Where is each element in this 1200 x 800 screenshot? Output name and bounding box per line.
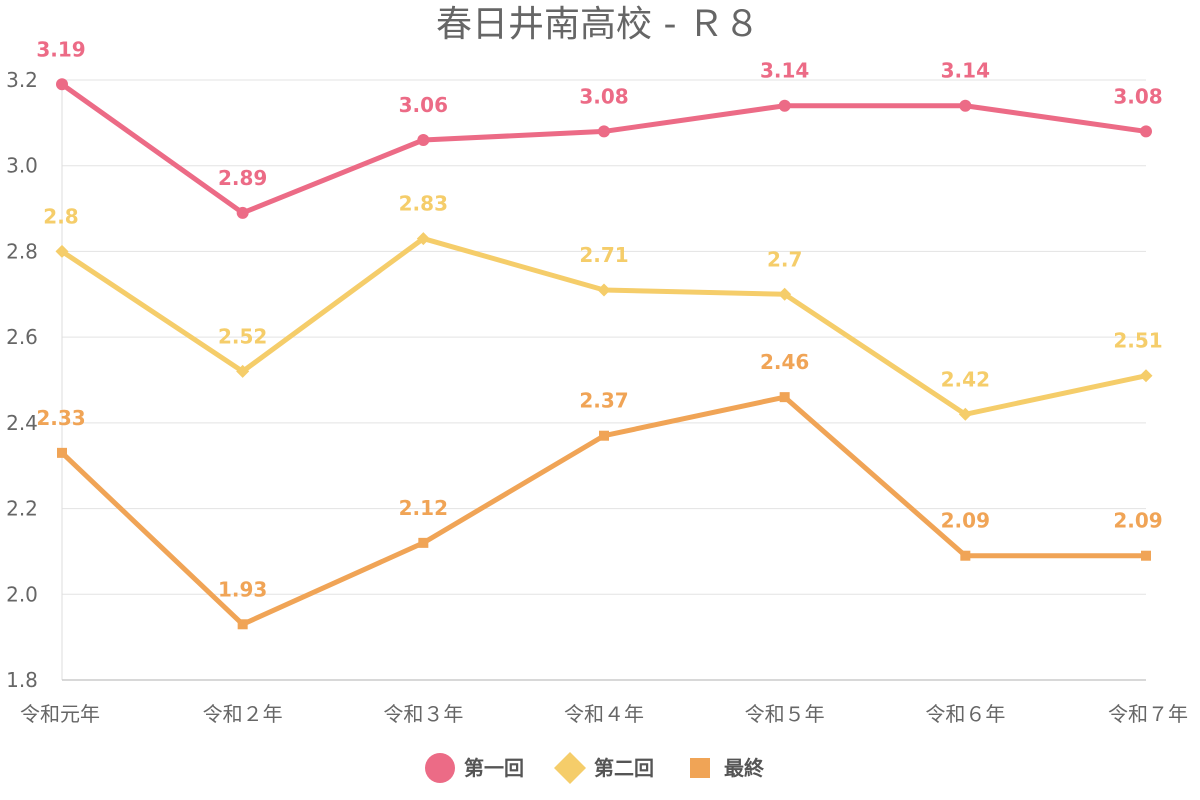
series-3 — [57, 392, 1151, 630]
y-axis-ticks: 1.8 2.0 2.2 2.4 2.6 2.8 3.0 3.2 — [6, 68, 38, 692]
axes — [61, 80, 1146, 681]
legend-circle-icon — [425, 753, 455, 783]
data-point-circle — [1140, 125, 1152, 138]
data-point-square — [237, 619, 248, 630]
data-point-circle — [778, 99, 791, 112]
data-label: 3.08 — [579, 84, 628, 108]
data-label: 2.09 — [1113, 509, 1162, 533]
x-tick-label: 令和２年 — [203, 702, 283, 726]
x-tick-label: 令和５年 — [745, 702, 825, 726]
legend-diamond-icon — [554, 752, 586, 784]
data-label: 2.46 — [760, 350, 809, 374]
data-point-circle — [959, 99, 972, 112]
x-tick-label: 令和４年 — [564, 702, 644, 726]
y-tick-label: 2.2 — [6, 497, 38, 521]
data-point-diamond — [55, 244, 69, 258]
legend-label: 第二回 — [594, 756, 654, 780]
legend: 第一回 第二回 最終 — [425, 752, 765, 784]
data-label: 3.06 — [399, 93, 448, 117]
data-label: 2.7 — [767, 247, 802, 271]
data-point-diamond — [1139, 369, 1153, 383]
data-point-circle — [236, 206, 249, 219]
x-tick-label: 令和３年 — [383, 702, 463, 726]
chart-title: 春日井南高校 - Ｒ８ — [436, 4, 760, 45]
series-2 — [55, 232, 1153, 421]
data-point-square — [599, 430, 609, 441]
data-point-diamond — [416, 232, 430, 246]
data-label: 2.71 — [579, 243, 628, 267]
data-labels: 3.19 2.89 3.06 3.08 3.14 3.14 3.08 2.8 2.52 2.83 2… — [36, 37, 1162, 601]
data-label: 3.19 — [36, 37, 85, 61]
data-label: 1.93 — [218, 577, 267, 601]
legend-label: 最終 — [724, 756, 765, 780]
data-point-square — [779, 392, 790, 403]
data-label: 3.14 — [760, 59, 809, 83]
data-label: 2.89 — [218, 166, 267, 190]
data-point-diamond — [236, 364, 250, 378]
grid-lines — [62, 79, 1146, 595]
data-label: 3.14 — [941, 59, 990, 83]
data-label: 2.51 — [1113, 329, 1162, 353]
y-tick-label: 3.2 — [6, 68, 38, 92]
series-1 — [56, 78, 1152, 219]
data-label: 2.52 — [218, 324, 267, 348]
data-label: 2.09 — [941, 509, 990, 533]
y-tick-label: 2.8 — [6, 239, 38, 263]
y-tick-label: 2.4 — [6, 411, 38, 435]
y-tick-label: 2.0 — [6, 582, 38, 606]
data-point-square — [418, 537, 429, 548]
data-label: 3.08 — [1113, 84, 1162, 108]
data-label: 2.37 — [579, 389, 628, 413]
x-tick-label: 令和６年 — [925, 702, 1005, 726]
y-tick-label: 1.8 — [6, 668, 38, 692]
y-tick-label: 2.6 — [6, 325, 38, 349]
data-label: 2.33 — [36, 406, 85, 430]
x-axis-ticks: 令和元年 令和２年 令和３年 令和４年 令和５年 令和６年 令和７年 — [20, 702, 1188, 726]
data-point-square — [1141, 550, 1151, 561]
data-label: 2.12 — [399, 496, 448, 520]
data-point-diamond — [597, 283, 611, 297]
legend-item[interactable]: 第二回 — [554, 752, 654, 784]
series-lines — [55, 78, 1153, 630]
legend-item[interactable]: 最終 — [690, 756, 765, 780]
data-label: 2.83 — [399, 192, 448, 216]
data-point-diamond — [778, 287, 792, 301]
data-point-diamond — [958, 407, 972, 421]
legend-item[interactable]: 第一回 — [425, 753, 524, 783]
legend-square-icon — [690, 758, 710, 778]
data-point-circle — [56, 78, 68, 91]
data-point-square — [57, 447, 67, 458]
data-point-circle — [417, 134, 430, 146]
x-tick-label: 令和元年 — [20, 702, 100, 726]
data-label: 2.42 — [941, 367, 990, 391]
data-label: 2.8 — [43, 204, 78, 228]
data-point-square — [960, 550, 971, 561]
y-tick-label: 3.0 — [6, 154, 38, 178]
data-point-circle — [598, 125, 610, 138]
x-tick-label: 令和７年 — [1108, 702, 1188, 726]
legend-label: 第一回 — [464, 756, 524, 780]
